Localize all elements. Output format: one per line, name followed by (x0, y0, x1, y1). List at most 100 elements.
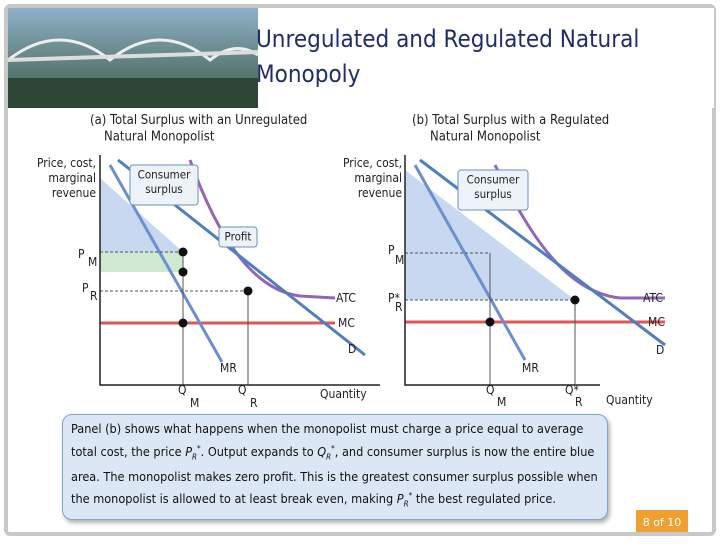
caption-text: R (326, 452, 332, 462)
label-line: Consumer (138, 168, 192, 182)
bridge (7, 38, 259, 62)
label-line: MC (338, 316, 355, 330)
label-line: surplus (145, 182, 183, 196)
caption-text: * (197, 443, 201, 453)
title-cont: Monopoly (256, 60, 361, 88)
title-line: Unregulated and Regulated Natural (256, 25, 639, 53)
consumer-surplus (405, 170, 575, 300)
point (178, 267, 188, 277)
label: M (497, 395, 506, 409)
callout: Consumer surplus (467, 173, 521, 201)
label: Q (238, 383, 247, 397)
caption-text: * (331, 443, 335, 453)
label: M (395, 253, 404, 267)
point (485, 317, 495, 327)
label-line: Quantity (320, 387, 367, 401)
panel-title: (b) Total Surplus with a Regulated Natura… (412, 113, 609, 144)
label-line: Price, cost, (343, 156, 402, 170)
label-line: R (575, 395, 583, 409)
caption-text: R (192, 452, 198, 462)
label: R (395, 300, 403, 314)
label-line: P (78, 247, 85, 261)
callout-box (218, 226, 258, 248)
label-line: M (497, 395, 506, 409)
mr-curve (413, 164, 527, 361)
label-line: revenue (52, 186, 97, 200)
label-line: Price, cost, (37, 156, 96, 170)
caption-text: * (408, 491, 413, 501)
label-line: Natural Monopolist (430, 129, 541, 144)
label: P (82, 281, 89, 295)
caption-text: , and consumer surplus is now the entire… (71, 443, 598, 507)
label: MC (338, 316, 355, 330)
label-line: M (190, 396, 199, 410)
label-line: P* (388, 291, 401, 305)
label-line: Quantity (606, 393, 653, 407)
photo-ground (8, 78, 258, 108)
axes (99, 155, 380, 386)
label-line: revenue (358, 186, 403, 200)
label: MC (648, 315, 665, 329)
label: Quantity (320, 387, 367, 401)
label-line: Q (238, 383, 247, 397)
label: R (575, 395, 583, 409)
label: M (88, 255, 97, 269)
label: Quantity (606, 393, 653, 407)
label: R (250, 396, 258, 410)
label-line: M (88, 255, 97, 269)
consumer-surplus (100, 178, 183, 252)
point (243, 286, 253, 296)
label-line: Q (178, 383, 187, 397)
label-line: Profit (225, 230, 252, 244)
label-line: marginal (354, 171, 402, 185)
label-line: (a) Total Surplus with an Unregulated (90, 113, 307, 128)
label-line: Natural Monopolist (104, 129, 215, 144)
label-line: MC (648, 315, 665, 329)
label-line: D (348, 342, 356, 356)
point (178, 247, 188, 257)
label: Q (486, 383, 495, 397)
caption-text: P (185, 443, 193, 459)
label-line: ATC (643, 291, 663, 305)
label-line: surplus (474, 187, 512, 201)
label: P (78, 247, 85, 261)
label-line: P (82, 281, 89, 295)
label: R (90, 289, 98, 303)
bridge-deck (7, 50, 259, 62)
label-line: R (395, 300, 403, 314)
label-line: marginal (48, 171, 96, 185)
label: ATC (643, 291, 663, 305)
label-line: Q* (565, 383, 579, 397)
label: MR (220, 361, 237, 375)
label-line: R (90, 289, 98, 303)
frame (4, 4, 716, 536)
label-line: D (656, 343, 664, 357)
label-line: P (388, 243, 395, 257)
label-line: R (250, 396, 258, 410)
label-line: ATC (336, 291, 356, 305)
panel-title: (a) Total Surplus with an Unregulated Nat… (90, 113, 307, 144)
label-line: M (395, 253, 404, 267)
callout-box (457, 169, 529, 211)
label: M (190, 396, 199, 410)
label: ATC (336, 291, 356, 305)
caption-text: P (396, 491, 404, 507)
label-line: MR (522, 361, 539, 375)
label: MR (522, 361, 539, 375)
caption-text: R (403, 499, 409, 509)
callout-box (129, 164, 199, 206)
label: Q* (565, 383, 579, 397)
label: Price, cost, marginal revenue (343, 156, 402, 200)
caption: Panel (b) shows what happens when the mo… (62, 414, 608, 520)
label: Q (178, 383, 187, 397)
caption-text: Panel (b) shows what happens when the mo… (71, 421, 584, 459)
caption-text: . Output expands to (200, 443, 318, 459)
title: Unregulated and Regulated Natural (256, 25, 639, 53)
title-bg (258, 8, 714, 108)
label-line: (b) Total Surplus with a Regulated (412, 113, 609, 128)
label-line: Q (486, 383, 495, 397)
label-line: MR (220, 361, 237, 375)
point (178, 318, 188, 328)
